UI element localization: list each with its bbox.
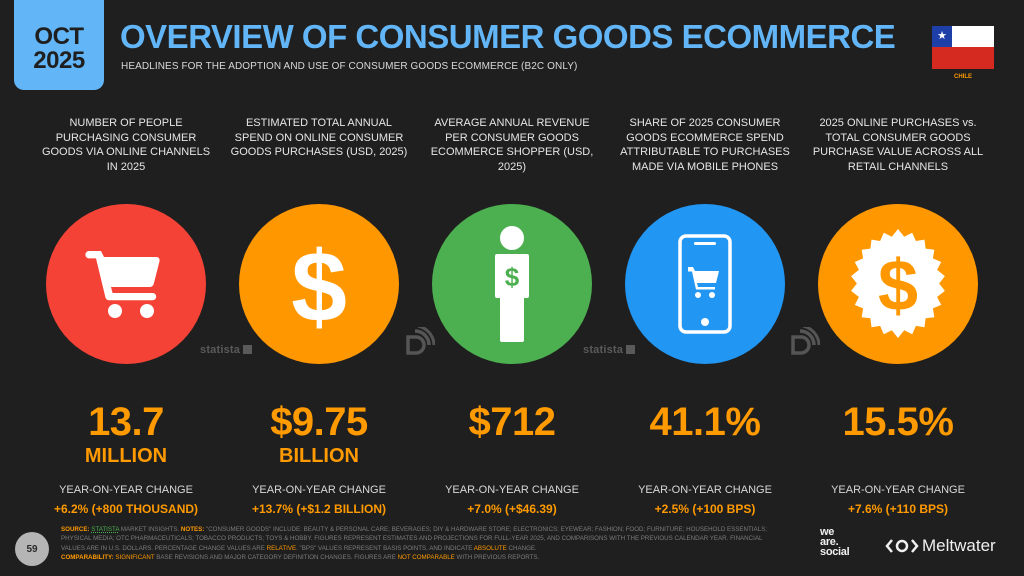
yoy-label: YEAR-ON-YEAR CHANGE xyxy=(831,484,965,496)
country-label: CHILE xyxy=(954,74,972,80)
date-month: OCT xyxy=(34,23,84,50)
yoy-value: +6.2% (+800 THOUSAND) xyxy=(53,502,199,516)
yoy-label: YEAR-ON-YEAR CHANGE xyxy=(445,484,579,496)
date-badge: OCT 2025 xyxy=(14,0,104,90)
statista-watermark: statista xyxy=(583,344,636,356)
metric-unit: BILLION xyxy=(279,445,359,467)
svg-text:$: $ xyxy=(505,262,520,292)
svg-text:$: $ xyxy=(878,246,918,326)
we-are-social-logo: we are. social xyxy=(820,526,850,558)
metric-unit xyxy=(609,444,801,470)
metric-value: 13.7 xyxy=(88,400,164,444)
meltwater-logo: Meltwater xyxy=(885,536,996,556)
yoy-label: YEAR-ON-YEAR CHANGE xyxy=(638,484,772,496)
metric-card-spend: ESTIMATED TOTAL ANNUAL SPEND ON ONLINE C… xyxy=(223,112,415,516)
mobile-cart-icon xyxy=(625,204,785,364)
metric-unit xyxy=(802,444,994,470)
yoy-label: YEAR-ON-YEAR CHANGE xyxy=(252,484,386,496)
chile-flag-icon: ★ xyxy=(932,26,994,69)
metric-unit: MILLION xyxy=(84,445,168,467)
metric-card-online-share: 2025 ONLINE PURCHASES vs. TOTAL CONSUMER… xyxy=(802,112,994,516)
statista-watermark: statista xyxy=(200,344,253,356)
yoy-value: +7.6% (+110 BPS) xyxy=(847,502,949,516)
metric-value: 15.5% xyxy=(842,400,954,444)
yoy-value: +13.7% (+$1.2 BILLION) xyxy=(251,502,387,516)
svg-text:$: $ xyxy=(291,231,347,339)
metric-label: AVERAGE ANNUAL REVENUE PER CONSUMER GOOD… xyxy=(430,117,594,173)
metric-label: SHARE OF 2025 CONSUMER GOODS ECOMMERCE S… xyxy=(620,117,790,173)
metric-value: 41.1% xyxy=(649,400,761,444)
metrics-row: NUMBER OF PEOPLE PURCHASING CONSUMER GOO… xyxy=(30,112,994,516)
dollar-sign-icon: $ xyxy=(239,204,399,364)
metric-value: $9.75 xyxy=(270,400,368,444)
metric-label: ESTIMATED TOTAL ANNUAL SPEND ON ONLINE C… xyxy=(230,117,408,158)
metric-label: 2025 ONLINE PURCHASES vs. TOTAL CONSUMER… xyxy=(812,117,984,173)
metric-card-mobile-share: SHARE OF 2025 CONSUMER GOODS ECOMMERCE S… xyxy=(609,112,801,516)
source-link[interactable]: STATISTA xyxy=(91,526,120,533)
metric-label: NUMBER OF PEOPLE PURCHASING CONSUMER GOO… xyxy=(41,117,211,173)
metric-value: $712 xyxy=(468,400,556,444)
page-number: 59 xyxy=(15,532,49,566)
metric-card-revenue-per-shopper: AVERAGE ANNUAL REVENUE PER CONSUMER GOOD… xyxy=(416,112,608,516)
datareportal-watermark-icon xyxy=(791,327,820,355)
footnote: SOURCE: STATISTA MARKET INSIGHTS. NOTES:… xyxy=(61,526,767,562)
metric-unit xyxy=(416,444,608,470)
page-title: OVERVIEW OF CONSUMER GOODS ECOMMERCE xyxy=(120,18,896,55)
person-dollar-icon: $ xyxy=(432,204,592,364)
yoy-label: YEAR-ON-YEAR CHANGE xyxy=(59,484,193,496)
dollar-badge-icon: $ xyxy=(818,204,978,364)
meltwater-eye-icon xyxy=(885,539,919,553)
metric-card-people: NUMBER OF PEOPLE PURCHASING CONSUMER GOO… xyxy=(30,112,222,516)
page-subtitle: HEADLINES FOR THE ADOPTION AND USE OF CO… xyxy=(121,61,578,72)
yoy-value: +7.0% (+$46.39) xyxy=(467,502,557,516)
yoy-value: +2.5% (+100 BPS) xyxy=(654,502,756,516)
datareportal-watermark-icon xyxy=(406,327,435,355)
date-year: 2025 xyxy=(33,47,85,74)
shopping-cart-icon xyxy=(46,204,206,364)
